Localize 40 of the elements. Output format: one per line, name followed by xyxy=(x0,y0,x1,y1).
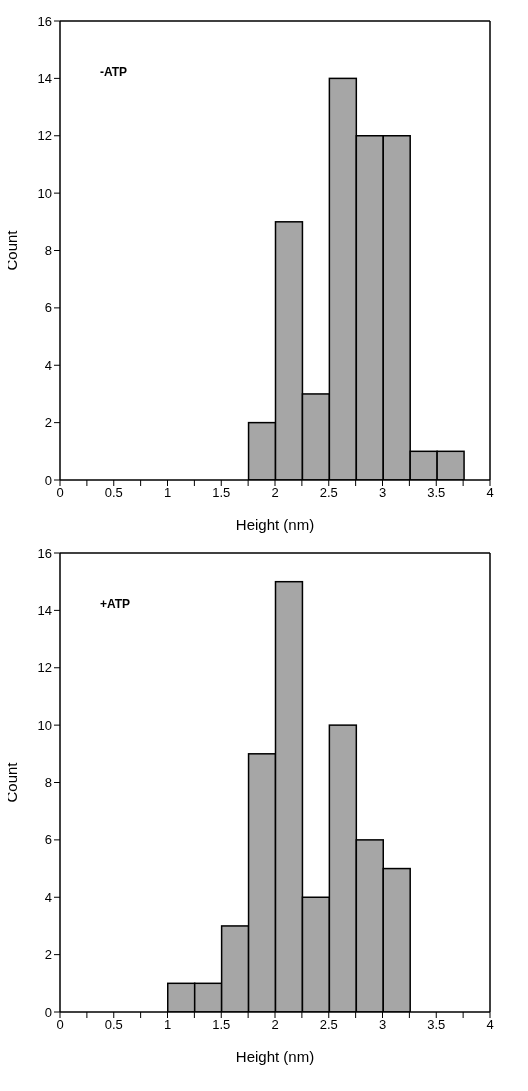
y-tick-label: 0 xyxy=(44,472,52,488)
x-tick-label: 0.5 xyxy=(104,485,123,501)
x-tick-label: 0.5 xyxy=(104,1017,123,1033)
x-tick-label: 2.5 xyxy=(319,485,338,501)
y-tick-label: 14 xyxy=(37,70,52,86)
x-tick-label: 1.5 xyxy=(212,1017,231,1033)
x-tick-label: 1 xyxy=(163,485,172,501)
x-tick-label: 4 xyxy=(486,1017,494,1033)
x-tick-label: 1.5 xyxy=(212,485,231,501)
x-tick-label: 2 xyxy=(271,1017,279,1033)
y-tick-label: 0 xyxy=(44,1004,52,1020)
y-tick-label: 8 xyxy=(44,775,52,791)
x-tick-label: 3 xyxy=(378,1017,387,1033)
x-tick-label: 4 xyxy=(486,485,494,501)
x-tick-label: 2.5 xyxy=(319,1017,338,1033)
y-tick-label: 4 xyxy=(44,889,52,905)
x-axis-title: Height (nm) xyxy=(235,1048,315,1065)
x-tick-label: 2 xyxy=(271,485,279,501)
y-tick-label: 10 xyxy=(37,185,52,201)
y-tick-label: 14 xyxy=(37,602,52,618)
y-tick-label: 12 xyxy=(37,128,52,144)
annotation: +ATP xyxy=(100,597,131,611)
y-tick-label: 8 xyxy=(44,243,52,259)
x-tick-label: 3.5 xyxy=(427,485,446,501)
y-tick-label: 2 xyxy=(44,415,52,431)
y-tick-label: 4 xyxy=(44,357,52,373)
x-tick-label: 3.5 xyxy=(427,1017,446,1033)
x-tick-label: 0 xyxy=(56,485,64,501)
y-tick-label: 16 xyxy=(37,13,52,29)
y-tick-label: 6 xyxy=(44,300,52,316)
y-tick-label: 2 xyxy=(44,947,52,963)
x-tick-label: 1 xyxy=(163,1017,172,1033)
annotation: -ATP xyxy=(100,65,128,79)
y-tick-label: 10 xyxy=(37,717,52,733)
y-tick-label: 16 xyxy=(37,545,52,561)
x-tick-label: 0 xyxy=(56,1017,64,1033)
y-tick-label: 12 xyxy=(37,660,52,676)
y-tick-label: 6 xyxy=(44,832,52,848)
x-tick-label: 3 xyxy=(378,485,387,501)
x-axis-title: Height (nm) xyxy=(235,516,315,533)
